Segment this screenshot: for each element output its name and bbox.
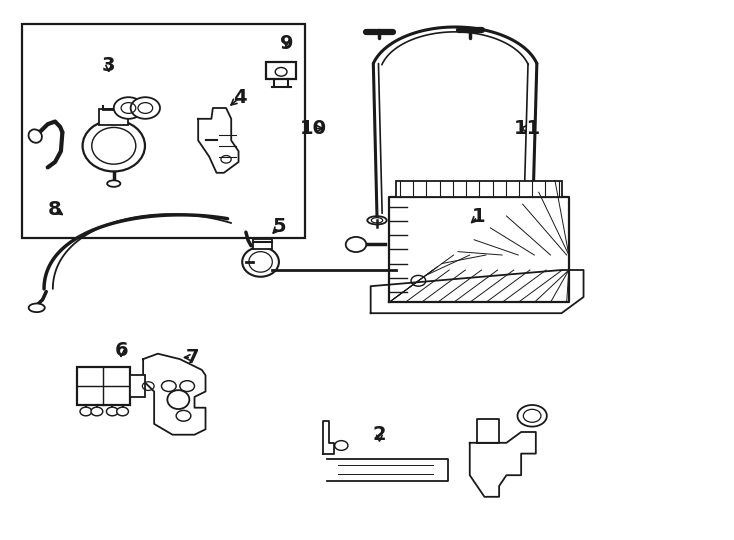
Ellipse shape bbox=[29, 130, 42, 143]
Circle shape bbox=[106, 407, 118, 416]
Text: 3: 3 bbox=[102, 56, 115, 76]
Bar bbox=[99, 109, 128, 125]
Bar bbox=[396, 181, 562, 197]
Bar bbox=[266, 62, 296, 79]
Ellipse shape bbox=[367, 216, 387, 225]
Text: 1: 1 bbox=[472, 206, 485, 226]
Circle shape bbox=[91, 407, 103, 416]
Polygon shape bbox=[323, 421, 334, 454]
Ellipse shape bbox=[29, 303, 45, 312]
Bar bbox=[253, 239, 272, 249]
Ellipse shape bbox=[242, 247, 279, 276]
Circle shape bbox=[131, 97, 160, 119]
Circle shape bbox=[517, 405, 547, 427]
Ellipse shape bbox=[521, 195, 541, 204]
Circle shape bbox=[80, 407, 92, 416]
Text: 2: 2 bbox=[373, 425, 386, 444]
Text: 9: 9 bbox=[280, 33, 293, 53]
Polygon shape bbox=[470, 432, 536, 497]
Ellipse shape bbox=[107, 180, 120, 187]
Polygon shape bbox=[389, 197, 569, 302]
Circle shape bbox=[346, 237, 366, 252]
Bar bbox=[22, 24, 305, 238]
Text: 11: 11 bbox=[513, 119, 541, 138]
Polygon shape bbox=[198, 108, 239, 173]
Circle shape bbox=[275, 68, 287, 76]
Polygon shape bbox=[143, 354, 206, 435]
Circle shape bbox=[114, 97, 143, 119]
Text: 5: 5 bbox=[272, 217, 286, 237]
Polygon shape bbox=[327, 459, 448, 481]
Text: 10: 10 bbox=[300, 119, 327, 138]
Text: 7: 7 bbox=[186, 348, 199, 367]
Text: 8: 8 bbox=[48, 200, 62, 219]
Circle shape bbox=[117, 407, 128, 416]
Polygon shape bbox=[477, 418, 499, 443]
Bar bbox=[77, 367, 130, 405]
Text: 4: 4 bbox=[233, 87, 247, 107]
Polygon shape bbox=[371, 270, 584, 313]
Bar bbox=[130, 375, 145, 397]
Text: 6: 6 bbox=[115, 341, 128, 361]
Ellipse shape bbox=[82, 120, 145, 172]
